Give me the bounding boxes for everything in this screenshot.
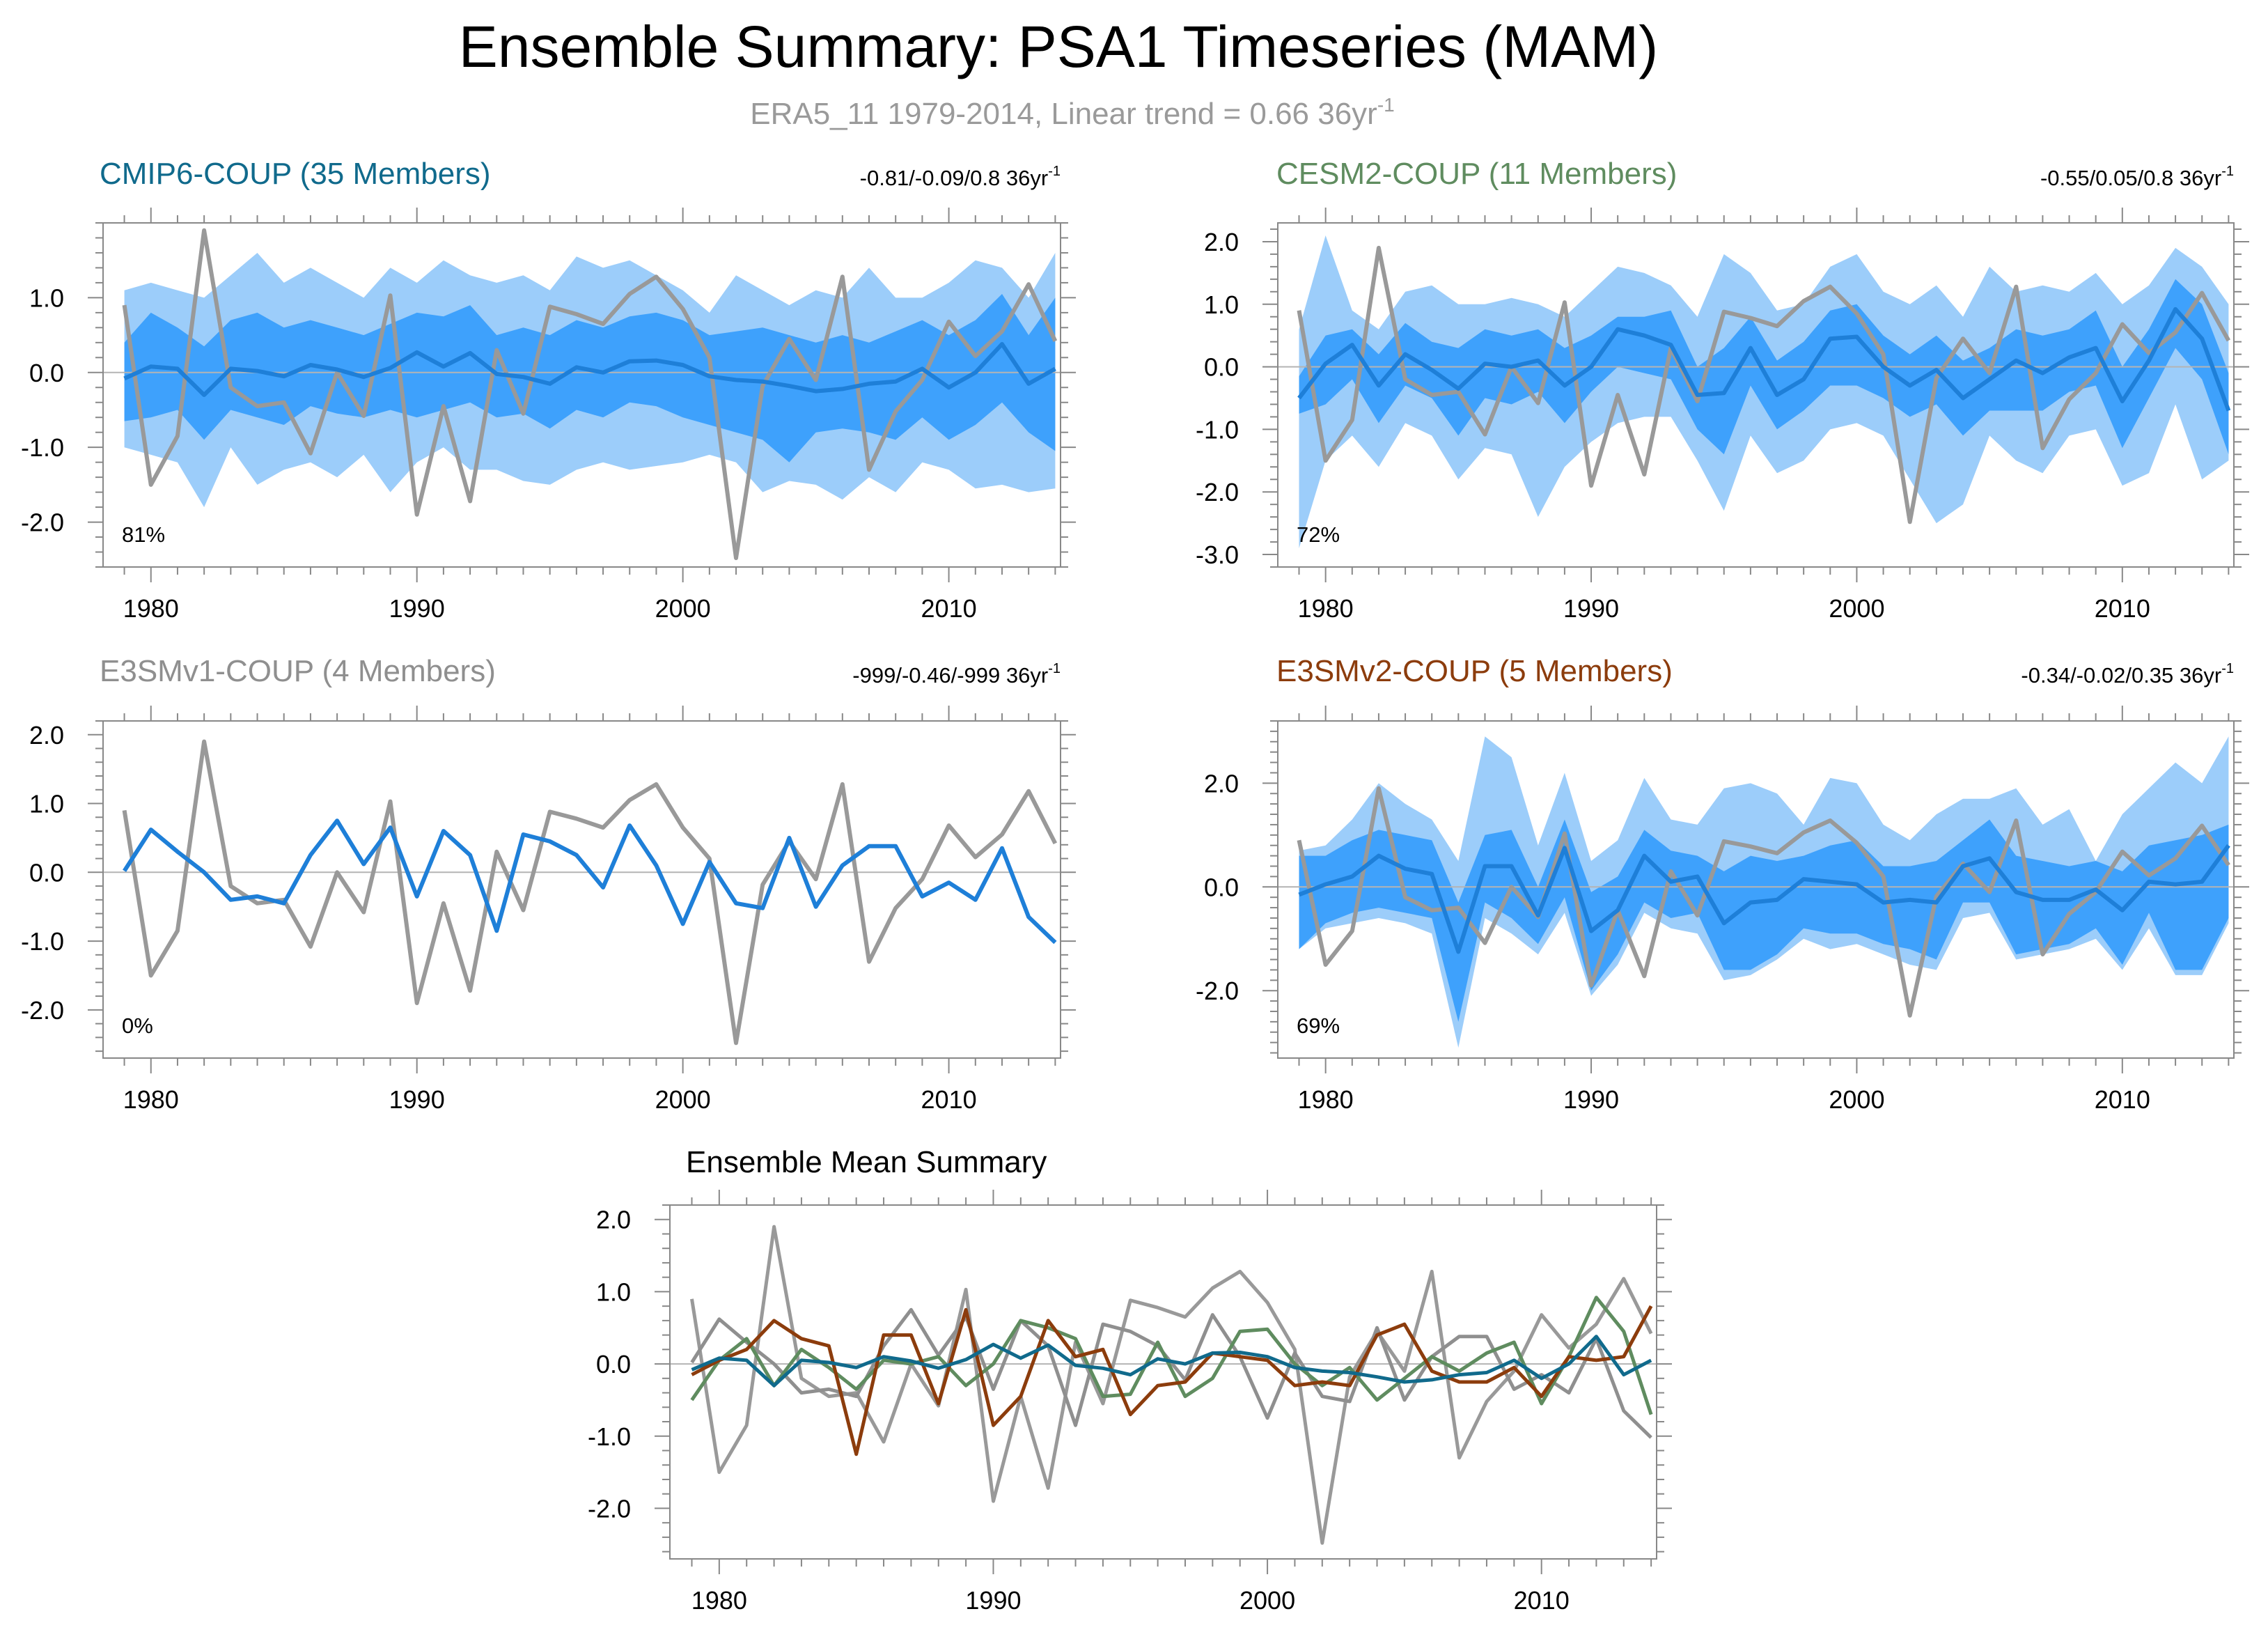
x-tick-label: 2000	[1239, 1586, 1295, 1615]
panel-title: CESM2-COUP (11 Members)	[1276, 157, 1677, 191]
y-tick-label: 0.0	[29, 858, 64, 887]
figure-subtitle-text: ERA5_11 1979-2014, Linear trend = 0.66 3…	[750, 97, 1377, 131]
y-tick-label: 0.0	[596, 1350, 631, 1378]
trend-superscript: -1	[1048, 164, 1061, 179]
y-tick-label: -1.0	[21, 433, 64, 462]
inner-spread-band	[124, 294, 1056, 463]
x-tick-label: 1980	[691, 1586, 747, 1615]
x-tick-label: 1980	[123, 1085, 179, 1114]
panel-title: E3SMv2-COUP (5 Members)	[1276, 654, 1673, 688]
y-tick-label: 0.0	[1204, 873, 1239, 901]
y-tick-label: 2.0	[1204, 228, 1239, 256]
x-tick-label: 2010	[2095, 594, 2150, 623]
y-tick-label: -2.0	[1196, 478, 1239, 506]
x-tick-label: 2010	[1514, 1586, 1570, 1615]
x-tick-label: 2000	[1829, 1085, 1884, 1114]
trend-value: -0.34/-0.02/0.35 36yr	[2021, 663, 2221, 688]
panel-title: E3SMv1-COUP (4 Members)	[100, 654, 496, 688]
y-tick-label: -2.0	[1196, 977, 1239, 1005]
panels: CMIP6-COUP (35 Members) -0.81/-0.09/0.8 3…	[21, 157, 2249, 1615]
plot-frame	[102, 720, 1061, 1059]
plot-frame	[1277, 720, 2235, 1059]
chart-panel-ensmean: Ensemble Mean Summary 1980 1990 2000 2010 -2.…	[588, 1145, 1672, 1615]
x-tick-label: 1990	[965, 1586, 1021, 1615]
series-line-mean	[123, 818, 1057, 945]
panel-trend-text: -0.34/-0.02/0.35 36yr-1	[2021, 661, 2234, 688]
y-tick-label: 2.0	[596, 1206, 631, 1234]
chart-panel-e3smv1: E3SMv1-COUP (4 Members) -999/-0.46/-999 3…	[21, 654, 1076, 1114]
trend-value: -0.81/-0.09/0.8 36yr	[860, 166, 1049, 190]
x-tick-label: 1980	[1298, 1085, 1354, 1114]
y-tick-label: -1.0	[1196, 415, 1239, 444]
y-tick-label: -1.0	[21, 927, 64, 956]
trend-value: -999/-0.46/-999 36yr	[852, 663, 1048, 688]
plot-frame	[102, 222, 1061, 568]
x-tick-label: 1990	[1563, 594, 1619, 623]
y-tick-label: -3.0	[1196, 541, 1239, 569]
series-line-mean	[1298, 844, 2230, 954]
trend-superscript: -1	[1048, 661, 1061, 676]
series-line-mean	[123, 342, 1056, 397]
trend-value: -0.55/0.05/0.8 36yr	[2040, 166, 2221, 190]
panel-percent-label: 0%	[122, 1013, 153, 1038]
y-tick-label: -1.0	[588, 1422, 631, 1451]
panel-percent-label: 81%	[122, 522, 165, 547]
y-tick-label: 1.0	[29, 283, 64, 312]
trend-superscript: -1	[2221, 661, 2234, 676]
y-tick-label: 0.0	[1204, 353, 1239, 382]
figure-title: Ensemble Summary: PSA1 Timeseries (MAM)	[459, 14, 1658, 79]
y-tick-label: 0.0	[29, 359, 64, 387]
y-tick-label: -2.0	[588, 1494, 631, 1523]
figure-subtitle: ERA5_11 1979-2014, Linear trend = 0.66 3…	[750, 94, 1395, 131]
y-tick-label: -2.0	[21, 508, 64, 537]
y-tick-label: 1.0	[596, 1277, 631, 1306]
x-tick-label: 2000	[655, 594, 711, 623]
panel-trend-text: -0.81/-0.09/0.8 36yr-1	[860, 164, 1061, 190]
series-line-obs	[122, 228, 1058, 561]
panel-trend-text: -999/-0.46/-999 36yr-1	[852, 661, 1061, 688]
chart-panel-e3smv2: E3SMv2-COUP (5 Members) -0.34/-0.02/0.35 …	[1196, 654, 2249, 1114]
x-tick-label: 2010	[921, 1085, 977, 1114]
x-tick-label: 2010	[2095, 1085, 2150, 1114]
y-tick-label: -2.0	[21, 996, 64, 1025]
series-line-e3smv2	[691, 1305, 1653, 1457]
chart-panel-cesm2: CESM2-COUP (11 Members) -0.55/0.05/0.8 36…	[1196, 157, 2249, 623]
x-tick-label: 1980	[1298, 594, 1354, 623]
trend-superscript: -1	[2221, 164, 2234, 179]
x-tick-label: 1990	[389, 594, 445, 623]
x-tick-label: 1990	[389, 1085, 445, 1114]
x-tick-label: 2010	[921, 594, 977, 623]
panel-trend-text: -0.55/0.05/0.8 36yr-1	[2040, 164, 2234, 190]
x-tick-label: 1990	[1563, 1085, 1619, 1114]
x-tick-label: 1980	[123, 594, 179, 623]
y-tick-label: 2.0	[29, 721, 64, 749]
figure-subtitle-superscript: -1	[1377, 94, 1395, 116]
plot-frame	[669, 1204, 1657, 1560]
series-line-obs	[1297, 786, 2230, 1018]
y-tick-label: 1.0	[1204, 290, 1239, 319]
panel-title: CMIP6-COUP (35 Members)	[100, 157, 491, 191]
chart-panel-cmip6: CMIP6-COUP (35 Members) -0.81/-0.09/0.8 3…	[21, 157, 1076, 623]
series-line-cmip6	[691, 1335, 1652, 1388]
panel-percent-label: 72%	[1297, 522, 1340, 547]
plot-frame	[1277, 222, 2235, 568]
panel-title: Ensemble Mean Summary	[686, 1145, 1047, 1179]
y-tick-label: 2.0	[1204, 769, 1239, 798]
x-tick-label: 2000	[655, 1085, 711, 1114]
y-tick-label: 1.0	[29, 790, 64, 818]
series-line-obs	[1297, 245, 2231, 525]
x-tick-label: 2000	[1829, 594, 1884, 623]
series-line-cesm2	[690, 1296, 1653, 1415]
series-line-obs	[122, 739, 1058, 1046]
series-line-mean	[1297, 306, 2231, 412]
panel-percent-label: 69%	[1297, 1013, 1340, 1038]
